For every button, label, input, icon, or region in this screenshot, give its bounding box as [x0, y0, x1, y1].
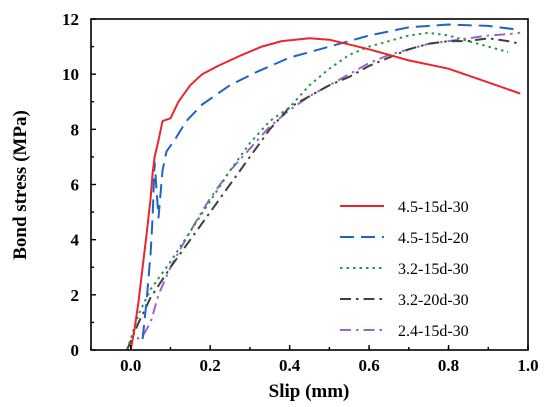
series-line-2.4-15d-30 [125, 31, 521, 350]
x-tick-label: 0.2 [200, 356, 221, 375]
legend-label: 4.5-15d-20 [398, 230, 469, 247]
legend-label: 4.5-15d-30 [398, 199, 469, 216]
series-line-3.2-15d-30 [125, 31, 509, 350]
legend-label: 3.2-20d-30 [398, 292, 469, 309]
x-tick-label: 0.0 [120, 356, 141, 375]
y-tick-label: 12 [62, 10, 79, 29]
y-tick-label: 4 [71, 231, 80, 250]
y-tick-label: 8 [71, 120, 80, 139]
x-tick-label: 1.0 [517, 356, 538, 375]
y-tick-label: 6 [71, 176, 80, 195]
y-tick-label: 0 [71, 341, 80, 360]
x-ticks: 0.0 0.2 0.4 0.6 0.8 1.0 [90, 345, 539, 375]
legend: 4.5-15d-30 4.5-15d-20 3.2-15d-30 3.2-20d-30… [340, 199, 469, 340]
series-layer [125, 23, 521, 350]
series-line-4.5-15d-30 [129, 37, 521, 350]
x-tick-label: 0.4 [279, 356, 301, 375]
legend-label: 2.4-15d-30 [398, 323, 469, 340]
x-tick-label: 0.6 [358, 356, 379, 375]
y-axis-title: Bond stress (MPa) [10, 110, 31, 260]
x-tick-label: 0.8 [438, 356, 459, 375]
legend-label: 3.2-15d-30 [398, 261, 469, 278]
x-axis-title: Slip (mm) [269, 381, 350, 402]
y-tick-label: 2 [71, 286, 80, 305]
series-line-3.2-20d-30 [125, 37, 521, 350]
y-ticks: 0 2 4 6 8 10 12 [62, 10, 96, 360]
series-line-4.5-15d-20 [141, 23, 521, 340]
y-tick-label: 10 [62, 65, 79, 84]
